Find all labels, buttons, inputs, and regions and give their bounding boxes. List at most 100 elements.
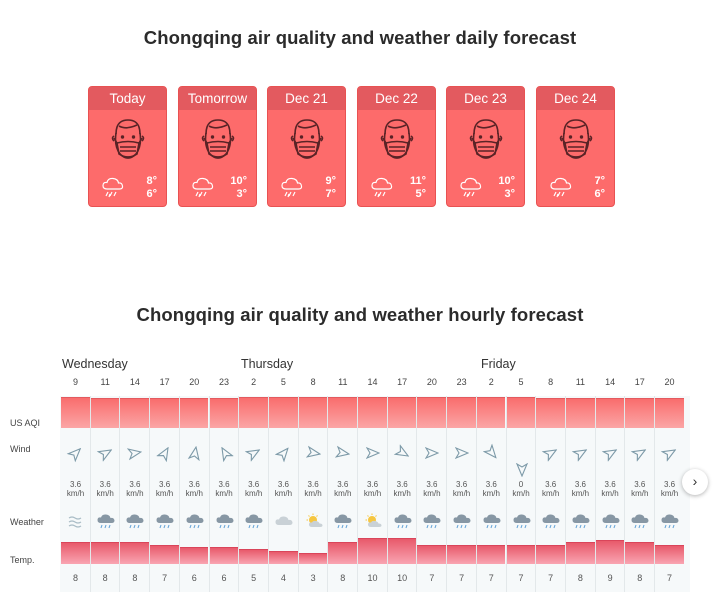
daily-card[interactable]: Dec 23 10° 3° xyxy=(446,86,525,207)
hour-label: 20 xyxy=(664,377,675,387)
wind-speed-value: 3.6 xyxy=(337,480,349,489)
temp-bar xyxy=(150,544,179,564)
wind-speed: 3.6 km/h xyxy=(91,480,120,498)
wind-speed: 3.6 km/h xyxy=(596,480,625,498)
column-divider xyxy=(327,396,329,592)
temp-value: 7 xyxy=(548,573,554,583)
daily-card-high-temp: 10° xyxy=(230,175,247,187)
aqi-bar xyxy=(447,397,476,428)
next-page-button[interactable]: › xyxy=(682,469,708,495)
daily-card[interactable]: Dec 24 7° 6° xyxy=(536,86,615,207)
day-label-thursday: Thursday xyxy=(241,357,294,371)
temp-value: 7 xyxy=(488,573,494,583)
wind-direction-icon xyxy=(541,446,558,462)
daily-card-day: Tomorrow xyxy=(179,87,256,110)
aqi-bar xyxy=(565,398,595,428)
column-divider xyxy=(416,396,418,592)
daily-card[interactable]: Dec 22 11° 5° xyxy=(357,86,436,207)
daily-card-low-temp: 6° xyxy=(146,188,157,200)
wind-speed-unit: km/h xyxy=(185,489,203,498)
aqi-bar xyxy=(298,397,328,428)
temp-value: 7 xyxy=(162,573,168,583)
hour-label: 17 xyxy=(634,377,645,387)
aqi-bar xyxy=(120,397,150,428)
aqi-bar xyxy=(536,398,565,428)
rain-cloud-icon xyxy=(96,513,116,529)
rain-cloud-icon xyxy=(333,513,353,529)
face-mask-icon xyxy=(287,116,327,166)
column-divider xyxy=(446,396,448,592)
temp-bar xyxy=(90,542,120,564)
hour-label: 14 xyxy=(605,377,616,387)
temp-value: 10 xyxy=(397,573,408,583)
daily-card-low-temp: 3° xyxy=(236,188,247,200)
temp-value: 7 xyxy=(666,573,672,583)
wind-speed-unit: km/h xyxy=(215,489,233,498)
wind-speed-value: 0 xyxy=(518,480,524,489)
temp-value: 7 xyxy=(459,573,465,583)
face-mask-icon xyxy=(556,116,596,166)
rain-cloud-icon xyxy=(244,513,264,529)
wind-speed-value: 3.6 xyxy=(129,480,141,489)
daily-card-low-temp: 6° xyxy=(594,188,605,200)
face-mask-icon xyxy=(198,116,238,166)
wind-speed: 3.6 km/h xyxy=(61,480,90,498)
temp-bar xyxy=(565,542,595,564)
aqi-bar xyxy=(61,397,90,428)
wind-speed: 3.6 km/h xyxy=(477,480,506,498)
wind-speed: 3.6 km/h xyxy=(388,480,417,498)
temp-bar xyxy=(239,549,268,564)
column-divider xyxy=(357,396,358,592)
rain-cloud-icon xyxy=(101,177,127,199)
rain-cloud-icon xyxy=(549,177,575,199)
day-label-friday: Friday xyxy=(481,357,516,371)
hour-label: 9 xyxy=(72,377,78,387)
daily-card[interactable]: Tomorrow 10° 3° xyxy=(178,86,257,207)
column-divider xyxy=(208,396,210,592)
face-mask-icon xyxy=(377,116,417,166)
wind-speed-value: 3.6 xyxy=(99,480,111,489)
rain-cloud-icon xyxy=(660,513,680,529)
wind-speed-value: 3.6 xyxy=(248,480,260,489)
daily-card[interactable]: Dec 21 9° 7° xyxy=(267,86,346,207)
wind-speed-unit: km/h xyxy=(571,489,590,498)
daily-card[interactable]: Today 8° 6° xyxy=(88,86,167,207)
column-divider xyxy=(89,396,91,592)
wind-speed-unit: km/h xyxy=(155,489,174,498)
wind-direction-icon xyxy=(425,446,440,460)
column-divider xyxy=(178,396,180,592)
temp-value: 8 xyxy=(102,573,108,583)
wind-speed-unit: km/h xyxy=(245,489,263,498)
wind-speed-value: 3.6 xyxy=(218,480,230,489)
wind-speed: 3.6 km/h xyxy=(358,480,387,498)
rain-cloud-icon xyxy=(215,513,235,529)
partly-sunny-icon xyxy=(363,513,383,529)
temp-bar xyxy=(595,540,625,564)
hour-label: 17 xyxy=(159,377,170,387)
temp-value: 8 xyxy=(637,573,643,583)
wind-speed-value: 3.6 xyxy=(188,480,200,489)
temp-value: 9 xyxy=(607,573,613,583)
column-divider xyxy=(475,396,477,592)
temp-bar xyxy=(476,544,506,564)
wind-speed: 3.6 km/h xyxy=(655,480,684,498)
hour-label: 8 xyxy=(548,377,554,387)
wind-direction-icon xyxy=(127,446,143,461)
daily-card-day: Today xyxy=(89,87,166,110)
temp-value: 6 xyxy=(221,573,227,583)
daily-card-day: Dec 23 xyxy=(447,87,524,110)
column-divider xyxy=(238,396,240,592)
temp-bar xyxy=(328,542,357,564)
column-divider xyxy=(654,396,655,592)
wind-speed-unit: km/h xyxy=(660,489,679,498)
temp-bar xyxy=(120,542,150,564)
daily-card-high-temp: 8° xyxy=(146,175,157,187)
rain-cloud-icon xyxy=(512,513,532,529)
daily-card-low-temp: 7° xyxy=(325,188,336,200)
daily-card-high-temp: 7° xyxy=(594,175,605,187)
aqi-bar xyxy=(387,397,417,428)
daily-card-high-temp: 11° xyxy=(409,175,426,187)
wind-speed: 3.6 km/h xyxy=(239,480,268,498)
temp-bar xyxy=(298,553,328,564)
aqi-bar xyxy=(595,398,625,428)
